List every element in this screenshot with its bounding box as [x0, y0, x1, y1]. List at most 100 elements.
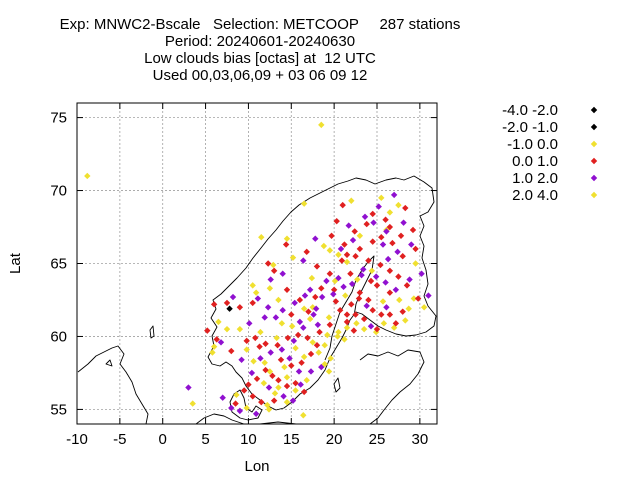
- data-point-series-2: [236, 325, 244, 333]
- x-tick-label: 25: [369, 431, 386, 448]
- coastline-faroe: [105, 359, 113, 367]
- data-point-series-3: [326, 270, 334, 277]
- data-point-series-3: [352, 311, 359, 318]
- y-tick-label: 75: [50, 110, 67, 127]
- data-point-series-4: [306, 286, 314, 293]
- data-point-series-2: [292, 387, 299, 394]
- data-point-series-2: [261, 359, 268, 366]
- data-point-series-3: [262, 366, 269, 374]
- legend: -4.0 -2.0-2.0 -1.0-1.0 0.00.0 1.01.0 2.0…: [502, 102, 598, 204]
- data-point-series-2: [210, 343, 218, 350]
- data-point-series-3: [338, 257, 346, 264]
- data-point-series-3: [243, 337, 250, 345]
- data-point-series-3: [316, 328, 323, 336]
- data-point-series-5: [321, 360, 328, 368]
- legend-entry-label: 2.0 4.0: [512, 187, 558, 204]
- data-point-series-3: [262, 340, 269, 347]
- data-point-series-2: [270, 261, 277, 269]
- data-point-series-4: [279, 270, 286, 277]
- data-point-series-3: [386, 223, 394, 231]
- data-point-series-2: [300, 353, 308, 361]
- data-point-series-5: [341, 336, 348, 343]
- data-point-series-3: [236, 304, 244, 311]
- data-point-series-3: [414, 295, 422, 302]
- data-point-series-3: [389, 239, 396, 247]
- data-points: [84, 121, 432, 419]
- data-point-series-2: [243, 404, 250, 412]
- data-point-series-4: [348, 280, 356, 288]
- data-point-series-3: [204, 327, 211, 334]
- data-point-series-3: [378, 311, 385, 318]
- data-point-series-2: [320, 242, 328, 250]
- x-ticks: -10 -5 0 5 10 15 20 25 30: [66, 103, 428, 448]
- data-point-series-2: [395, 201, 402, 209]
- data-point-series-4: [236, 407, 244, 415]
- data-point-series-4: [246, 320, 253, 327]
- legend-entry-label: -1.0 0.0: [507, 136, 558, 153]
- data-point-series-4: [248, 369, 256, 377]
- data-point-series-2: [300, 200, 308, 207]
- data-point-series-2: [402, 317, 409, 324]
- data-point-series-2: [300, 412, 307, 419]
- x-tick-label: 15: [283, 431, 300, 448]
- data-point-series-2: [343, 324, 351, 331]
- x-tick-label: -10: [66, 431, 88, 448]
- data-point-series-4: [360, 266, 367, 273]
- data-point-series-4: [267, 276, 274, 283]
- x-axis-label: Lon: [244, 458, 269, 475]
- data-point-series-2: [303, 377, 310, 384]
- data-point-series-2: [281, 363, 288, 371]
- data-point-series-3: [270, 267, 278, 274]
- y-tick-label: 55: [50, 401, 67, 418]
- data-point-series-2: [354, 276, 361, 283]
- coastline-map: [77, 175, 437, 425]
- coastline-continent: [195, 413, 340, 425]
- data-point-series-3: [360, 315, 368, 323]
- data-point-series-3: [284, 334, 292, 342]
- data-point-series-2: [252, 289, 260, 296]
- data-point-series-2: [249, 282, 256, 289]
- data-point-series-2: [410, 295, 418, 302]
- data-point-series-2: [321, 342, 328, 349]
- data-point-series-3: [377, 261, 384, 269]
- x-tick-label: -5: [113, 431, 126, 448]
- data-point-series-4: [375, 203, 382, 210]
- data-point-series-3: [330, 286, 338, 293]
- data-point-series-3: [403, 282, 411, 289]
- data-point-series-3: [288, 362, 295, 369]
- data-point-series-3: [369, 210, 376, 218]
- data-point-series-3: [365, 257, 372, 264]
- data-point-series-4: [392, 286, 400, 293]
- data-point-series-4: [286, 355, 293, 362]
- coastline-uk: [77, 345, 149, 425]
- legend-entry-label: 0.0 1.0: [512, 153, 558, 170]
- data-point-series-2: [315, 349, 322, 356]
- data-point-series-4: [252, 410, 260, 417]
- data-point-series-2: [275, 296, 282, 304]
- legend-entry-marker: [590, 140, 598, 148]
- data-point-series-3: [283, 286, 291, 293]
- data-point-series-3: [412, 245, 419, 253]
- data-point-series-4: [340, 283, 347, 291]
- data-point-series-2: [343, 258, 351, 266]
- data-point-series-2: [233, 391, 240, 399]
- data-point-series-4: [390, 191, 398, 199]
- coastline-shetland: [149, 325, 155, 339]
- y-tick-label: 65: [50, 256, 67, 273]
- x-tick-label: 30: [412, 431, 429, 448]
- data-point-series-4: [363, 302, 370, 310]
- legend-entry-marker: [590, 157, 598, 165]
- data-point-series-4: [383, 304, 390, 311]
- data-point-series-3: [332, 298, 340, 305]
- x-tick-label: 0: [159, 431, 167, 448]
- data-point-series-2: [405, 305, 412, 312]
- data-point-series-3: [352, 253, 359, 260]
- data-point-series-2: [412, 260, 419, 267]
- coastline-gotland: [333, 377, 341, 393]
- data-point-series-5: [325, 314, 333, 321]
- legend-entry-marker: [590, 123, 598, 131]
- data-point-series-2: [266, 285, 274, 292]
- data-point-series-3: [333, 217, 340, 225]
- data-point-series-3: [303, 248, 310, 256]
- data-point-series-4: [301, 292, 309, 299]
